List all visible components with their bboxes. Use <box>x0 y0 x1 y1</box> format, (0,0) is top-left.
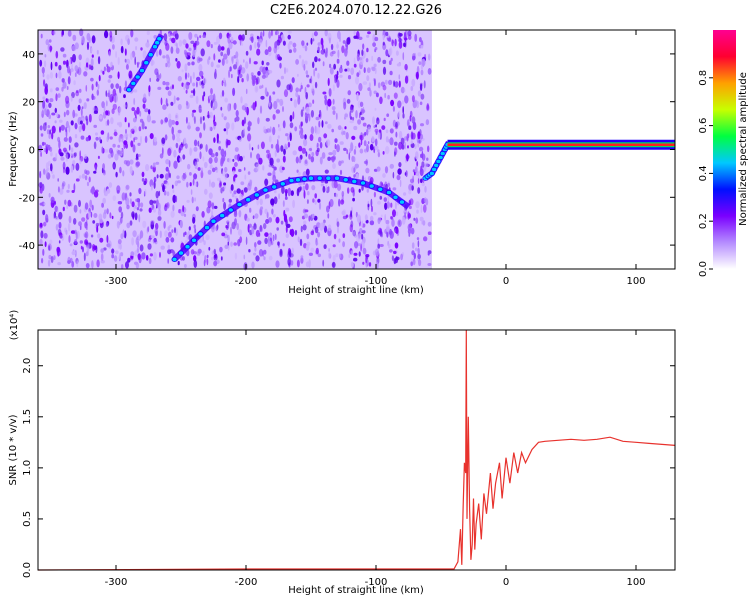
track-blob <box>236 201 243 208</box>
colorbar-ticks: 0.0 0.2 0.4 0.6 0.8 <box>698 70 713 277</box>
x-tick-label: 0 <box>503 276 509 287</box>
track-blob <box>325 175 332 181</box>
track-blob <box>190 237 197 243</box>
colorbar-label: Normalized spectral amplitude <box>738 72 749 226</box>
track-blob <box>351 178 358 184</box>
snr-ticks: -300 -200 -100 0 100 0.0 0.5 1.0 1.5 2.0 <box>22 330 675 588</box>
spectrogram-y-axis-label: Frequency (Hz) <box>8 111 19 187</box>
track-blob <box>171 256 178 262</box>
y-tick-label: 1.5 <box>22 409 33 425</box>
snr-x-axis-label: Height of straight line (km) <box>288 585 424 596</box>
track-blob <box>262 187 269 193</box>
colorbar-tick-label: 0.4 <box>698 165 709 181</box>
track-blob <box>398 199 405 205</box>
track-blob <box>333 175 340 181</box>
track-blob <box>134 74 141 80</box>
track-blob <box>294 177 301 183</box>
y-tick-label: -40 <box>19 241 35 252</box>
track-blob <box>245 197 252 203</box>
noise-specks <box>38 28 432 271</box>
track-blob <box>279 181 286 187</box>
track-blob <box>377 186 384 192</box>
y-tick-label: 20 <box>22 98 35 109</box>
snr-frame <box>37 329 676 571</box>
snr-panel: -300 -200 -100 0 100 0.0 0.5 1.0 1.5 2.0 Height o… <box>8 310 676 596</box>
track-blob <box>359 180 366 186</box>
track-blob <box>203 225 210 231</box>
figure-title: C2E6.2024.070.12.22.G26 <box>270 3 442 18</box>
x-tick-label: -200 <box>235 276 258 287</box>
track-blob <box>368 183 375 189</box>
track-blob <box>392 194 399 200</box>
x-tick-label: -100 <box>365 577 388 588</box>
track-blob <box>227 207 234 213</box>
x-tick-label: 100 <box>626 577 645 588</box>
y-tick-label: 0 <box>29 146 35 157</box>
x-tick-label: -100 <box>365 276 388 287</box>
colorbar: 0.0 0.2 0.4 0.6 0.8 Normalized spectral ampl… <box>698 30 749 277</box>
track-blob <box>197 231 204 237</box>
track-blob <box>177 250 184 256</box>
x-tick-label: -300 <box>105 276 128 287</box>
track-blob <box>307 175 314 181</box>
track-blob <box>210 218 217 224</box>
y-tick-label: 40 <box>22 50 35 61</box>
track-blob <box>301 176 308 182</box>
track-blob <box>385 189 392 196</box>
y-tick-label: 1.0 <box>22 460 33 476</box>
spectrogram-data <box>38 28 675 271</box>
track-0 <box>126 33 165 93</box>
y-tick-label: 2.0 <box>22 358 33 374</box>
y-tick-label: 0.0 <box>22 562 33 578</box>
track-blob <box>219 213 226 219</box>
track-1 <box>171 175 411 262</box>
colorbar-tick-label: 0.6 <box>698 118 709 134</box>
x-tick-label: -300 <box>105 577 128 588</box>
snr-y-axis-label: SNR (10 * v/v) <box>8 414 19 485</box>
colorbar-gradient <box>713 30 736 269</box>
colorbar-tick-label: 0.0 <box>698 261 709 277</box>
track-blob <box>156 36 163 42</box>
x-tick-label: 100 <box>626 276 645 287</box>
colorbar-tick-label: 0.2 <box>698 213 709 229</box>
colorbar-tick-label: 0.8 <box>698 70 709 86</box>
x-tick-label: 0 <box>503 577 509 588</box>
track-blob <box>271 184 278 190</box>
track-blob <box>143 60 150 66</box>
snr-data <box>37 329 676 571</box>
track-blob <box>130 80 137 87</box>
snr-multiplier-label: (x10⁴) <box>9 310 20 341</box>
track-blob <box>184 244 191 250</box>
snr-series-line <box>37 329 676 571</box>
spectrogram-x-axis-label: Height of straight line (km) <box>288 285 424 296</box>
track-blob <box>342 177 349 183</box>
y-tick-label: -20 <box>19 193 35 204</box>
track-blob <box>138 68 145 74</box>
y-tick-label: 0.5 <box>22 511 33 527</box>
track-blob <box>253 192 260 198</box>
track-blob <box>316 175 323 181</box>
track-blob <box>288 178 295 184</box>
track-2 <box>422 140 452 181</box>
track-blob <box>147 52 154 58</box>
track-blob <box>126 87 133 93</box>
x-tick-label: -200 <box>235 577 258 588</box>
